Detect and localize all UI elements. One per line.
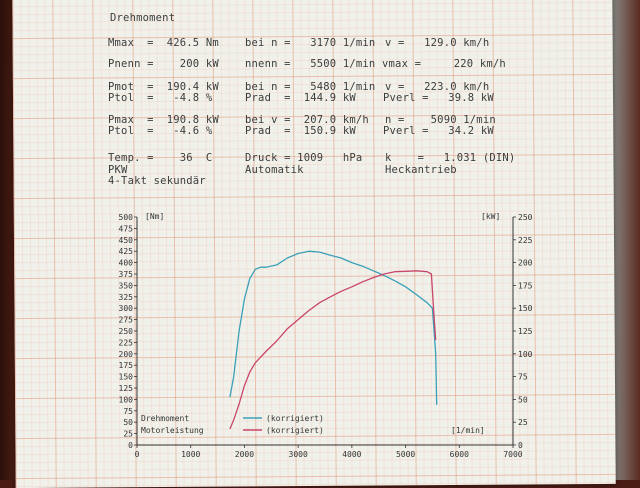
right-tick-label: 250 bbox=[518, 213, 533, 222]
x-tick-label: 5000 bbox=[396, 450, 415, 459]
right-tick-label: 150 bbox=[518, 304, 533, 313]
x-axis-unit: [1/min] bbox=[451, 426, 485, 435]
dyno-header: Drehmoment Mmax = 426.5 Nm bei n = 3170 … bbox=[0, 0, 640, 200]
stat-pmax: Pmax = 190.8 kW bbox=[108, 114, 219, 126]
stat-pnenn: Pnenn = 200 kW bbox=[108, 58, 219, 70]
left-tick-label: 350 bbox=[119, 281, 134, 290]
legend-label: Drehmoment bbox=[141, 414, 189, 423]
left-tick-label: 225 bbox=[119, 338, 134, 347]
right-axis-unit: [kW] bbox=[481, 212, 500, 221]
left-tick-label: 200 bbox=[119, 350, 134, 359]
x-tick-label: 4000 bbox=[342, 450, 361, 459]
right-tick-label: 100 bbox=[518, 350, 533, 359]
stat-mmax: Mmax = 426.5 Nm bbox=[108, 37, 219, 49]
stat-pmax-speed: bei v = 207.0 km/h bbox=[245, 114, 369, 126]
stat-pmot-speed: v = 223.0 km/h bbox=[385, 81, 490, 93]
right-tick-label: 200 bbox=[518, 259, 533, 268]
x-tick-label: 2000 bbox=[235, 450, 254, 459]
background-right bbox=[612, 0, 640, 480]
right-tick-label: 225 bbox=[518, 236, 533, 245]
legend-note: (korrigiert) bbox=[266, 414, 324, 423]
stat-prad-1: Prad = 144.9 kW bbox=[245, 92, 356, 104]
stat-temp: Temp. = 36 C bbox=[108, 152, 213, 164]
stat-nnenn: nnenn = 5500 1/min bbox=[245, 58, 376, 70]
left-tick-label: 25 bbox=[123, 430, 133, 439]
left-tick-label: 300 bbox=[119, 304, 134, 313]
left-tick-label: 275 bbox=[119, 316, 134, 325]
left-tick-label: 75 bbox=[123, 407, 133, 416]
left-tick-label: 125 bbox=[119, 384, 134, 393]
transmission: Automatik bbox=[245, 164, 304, 176]
stat-pverl-1: Pverl = 39.8 kW bbox=[383, 92, 494, 104]
stat-pressure: Druck = 1009 hPa bbox=[245, 152, 363, 164]
right-tick-label: 75 bbox=[518, 373, 528, 382]
left-tick-label: 375 bbox=[119, 270, 134, 279]
x-tick-label: 7000 bbox=[503, 450, 522, 459]
left-tick-label: 325 bbox=[119, 293, 134, 302]
drivetrain: Heckantrieb bbox=[385, 164, 457, 176]
stat-pmax-rpm: n = 5090 1/min bbox=[385, 114, 496, 126]
x-tick-label: 1000 bbox=[181, 450, 200, 459]
left-tick-label: 475 bbox=[119, 224, 134, 233]
left-tick-label: 50 bbox=[123, 418, 133, 427]
stat-pmot: Pmot = 190.4 kW bbox=[108, 81, 219, 93]
stat-vmax: vmax = 220 km/h bbox=[382, 58, 506, 70]
stat-ptol-1: Ptol = -4.8 % bbox=[108, 92, 213, 104]
legend-label: Motorleistung bbox=[141, 426, 204, 435]
left-tick-label: 100 bbox=[119, 395, 134, 404]
left-tick-label: 425 bbox=[119, 247, 134, 256]
sheet-title: Drehmoment bbox=[110, 12, 176, 24]
engine-type: 4-Takt sekundär bbox=[108, 175, 206, 187]
left-tick-label: 500 bbox=[119, 213, 134, 222]
stat-correction: k = 1.031 (DIN) bbox=[385, 152, 516, 164]
vehicle-type: PKW bbox=[108, 164, 128, 176]
left-tick-label: 450 bbox=[119, 236, 134, 245]
left-tick-label: 0 bbox=[128, 441, 133, 450]
stat-mmax-rpm: bei n = 3170 1/min bbox=[245, 37, 376, 49]
stat-prad-2: Prad = 150.9 kW bbox=[245, 125, 356, 137]
left-tick-label: 150 bbox=[119, 373, 134, 382]
left-tick-label: 400 bbox=[119, 259, 134, 268]
right-tick-label: 0 bbox=[518, 441, 523, 450]
left-axis-unit: [Nm] bbox=[145, 212, 164, 221]
legend-note: (korrigiert) bbox=[266, 426, 324, 435]
series-line-drehmoment bbox=[229, 250, 438, 405]
x-tick-label: 6000 bbox=[450, 450, 469, 459]
x-tick-label: 0 bbox=[135, 450, 140, 459]
right-tick-label: 175 bbox=[518, 281, 533, 290]
stat-mmax-speed: v = 129.0 km/h bbox=[385, 37, 490, 49]
right-tick-label: 25 bbox=[518, 418, 528, 427]
stat-pmot-rpm: bei n = 5480 1/min bbox=[245, 81, 376, 93]
stat-ptol-2: Ptol = -4.6 % bbox=[108, 125, 213, 137]
series-line-motorleistung bbox=[229, 270, 437, 430]
left-tick-label: 175 bbox=[119, 361, 134, 370]
left-tick-label: 250 bbox=[119, 327, 134, 336]
stat-pverl-2: Pverl = 34.2 kW bbox=[383, 125, 494, 137]
x-tick-label: 3000 bbox=[289, 450, 308, 459]
right-tick-label: 125 bbox=[518, 327, 533, 336]
right-tick-label: 50 bbox=[518, 395, 528, 404]
